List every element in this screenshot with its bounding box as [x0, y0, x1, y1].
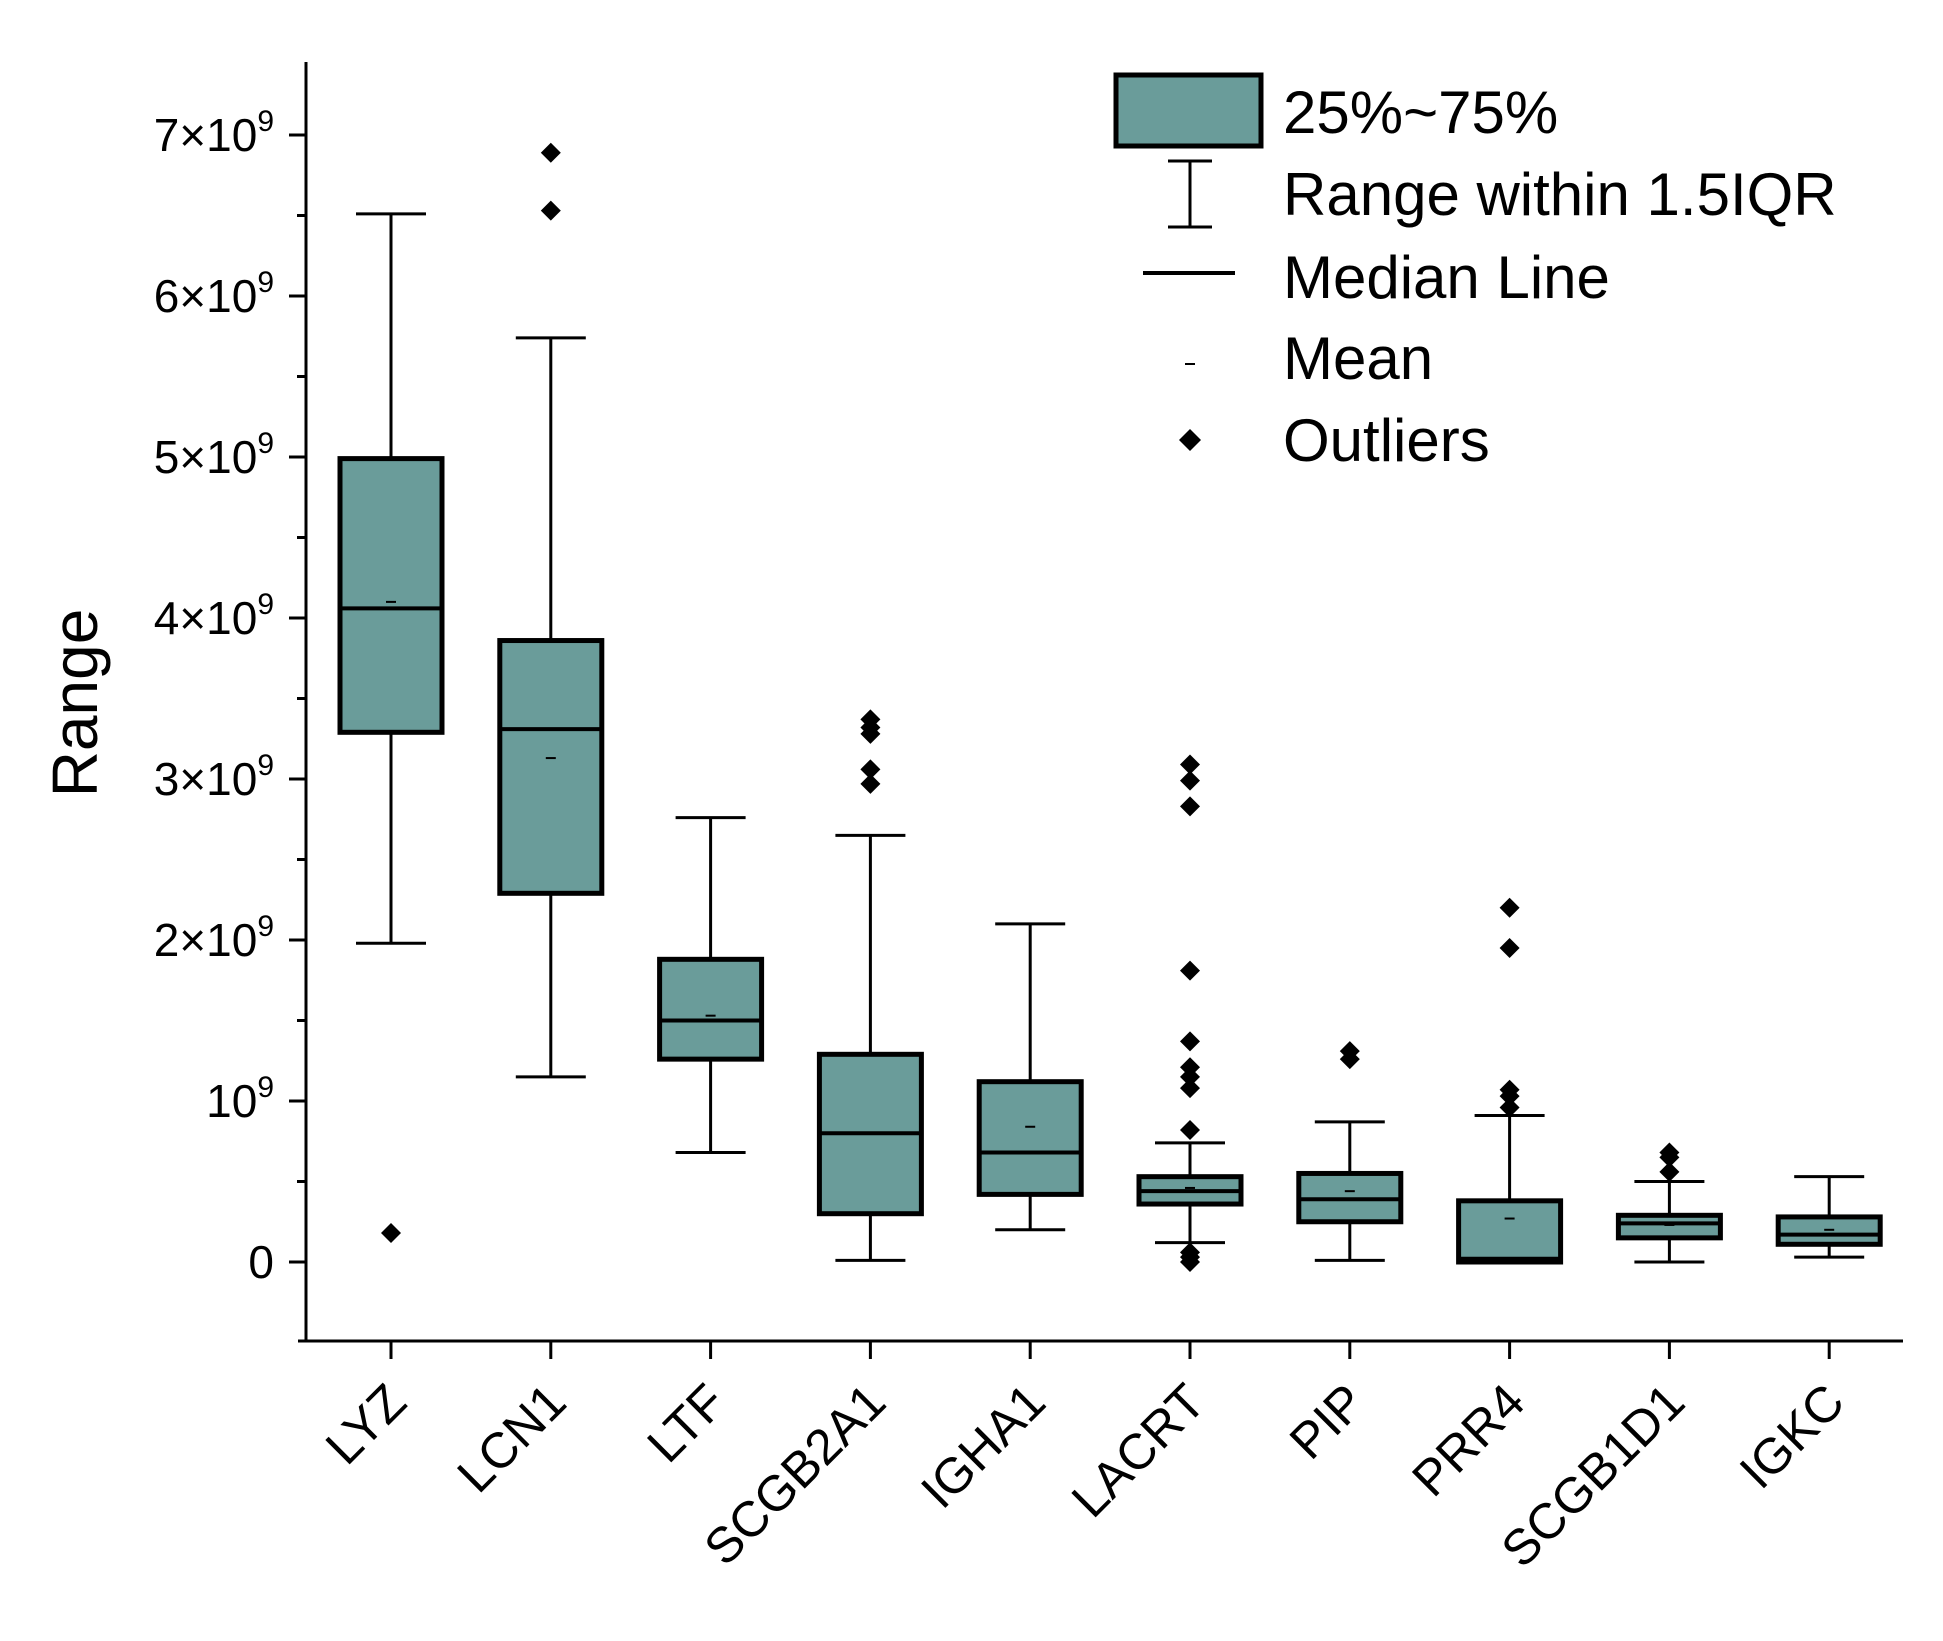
- legend-outlier-swatch: [1179, 429, 1201, 451]
- x-category-label: LYZ: [315, 1373, 417, 1475]
- legend-item-whisker: Range within 1.5IQR: [1168, 159, 1837, 229]
- y-tick-label: 4×109: [154, 588, 274, 644]
- box-group-prr4: [1456, 897, 1564, 1265]
- x-category-label: PIP: [1279, 1373, 1376, 1470]
- outlier-point: [381, 1223, 401, 1244]
- box-group-scgb2a1: [816, 709, 924, 1262]
- legend-label: Mean: [1283, 325, 1433, 392]
- outlier-point: [1180, 1078, 1200, 1099]
- box-group-pip: [1296, 1041, 1404, 1262]
- y-axis-label: Range: [39, 609, 111, 798]
- box-series: [337, 142, 1883, 1272]
- outlier-point: [860, 773, 881, 794]
- x-category-label: LCN1: [447, 1373, 577, 1503]
- box-group-lyz: [337, 212, 445, 1244]
- outlier-point: [1499, 1097, 1520, 1118]
- outlier-point: [1180, 796, 1200, 817]
- x-category-label: IGKC: [1729, 1373, 1855, 1499]
- iqr-box: [497, 638, 605, 896]
- outlier-point: [1659, 1142, 1680, 1163]
- y-tick-label: 0: [248, 1236, 274, 1288]
- y-axis-ticks: 0 109 2×109 3×109 4×109 5×109 6×109 7×109: [154, 105, 306, 1288]
- outlier-point: [1659, 1161, 1680, 1182]
- x-category-label: LTF: [637, 1373, 737, 1473]
- outlier-point: [1339, 1041, 1360, 1062]
- outlier-point: [540, 142, 561, 163]
- outlier-point: [1180, 1242, 1200, 1263]
- y-tick-label: 7×109: [154, 105, 274, 161]
- outlier-point: [1180, 1057, 1200, 1078]
- x-category-label: LACRT: [1061, 1373, 1216, 1528]
- outlier-point: [540, 200, 561, 221]
- box-group-scgb1d1: [1615, 1142, 1723, 1264]
- box-group-lcn1: [497, 142, 605, 1079]
- axes: [298, 62, 1903, 1343]
- outlier-point: [860, 709, 881, 730]
- legend-box-swatch: [1113, 72, 1264, 149]
- outlier-point: [1180, 770, 1200, 791]
- legend-item-median: Median Line: [1143, 244, 1610, 311]
- x-category-label: IGHA1: [910, 1373, 1056, 1519]
- outlier-point: [1499, 938, 1520, 959]
- legend-label: Outliers: [1283, 407, 1490, 474]
- outlier-point: [1180, 1119, 1200, 1140]
- y-tick-label: 5×109: [154, 427, 274, 483]
- y-tick-label: 109: [206, 1071, 274, 1127]
- outlier-point: [1180, 960, 1200, 981]
- legend-label: 25%~75%: [1283, 79, 1558, 146]
- iqr-box: [657, 956, 765, 1062]
- outlier-point: [1499, 897, 1520, 918]
- y-tick-label: 2×109: [154, 910, 274, 966]
- iqr-box: [1456, 1198, 1564, 1265]
- y-tick-label: 6×109: [154, 266, 274, 322]
- box-group-ltf: [657, 816, 765, 1155]
- box-group-igkc: [1775, 1175, 1883, 1259]
- legend: 25%~75% Range within 1.5IQR Median Line Mea…: [1113, 72, 1837, 474]
- box-group-igha1: [976, 922, 1084, 1232]
- x-category-label: PRR4: [1401, 1373, 1535, 1507]
- legend-item-mean: Mean: [1185, 325, 1433, 392]
- legend-label: Range within 1.5IQR: [1283, 161, 1837, 228]
- legend-item-outlier: Outliers: [1179, 407, 1490, 474]
- outlier-point: [1180, 1031, 1200, 1052]
- outlier-point: [1499, 1079, 1520, 1100]
- legend-item-box: 25%~75%: [1113, 72, 1558, 149]
- iqr-box: [1615, 1212, 1723, 1241]
- iqr-box: [976, 1079, 1084, 1197]
- iqr-box: [337, 456, 445, 735]
- y-tick-label: 3×109: [154, 749, 274, 805]
- outlier-point: [1180, 754, 1200, 775]
- box-group-lacrt: [1136, 754, 1244, 1272]
- legend-label: Median Line: [1283, 244, 1610, 311]
- outlier-point: [860, 759, 881, 780]
